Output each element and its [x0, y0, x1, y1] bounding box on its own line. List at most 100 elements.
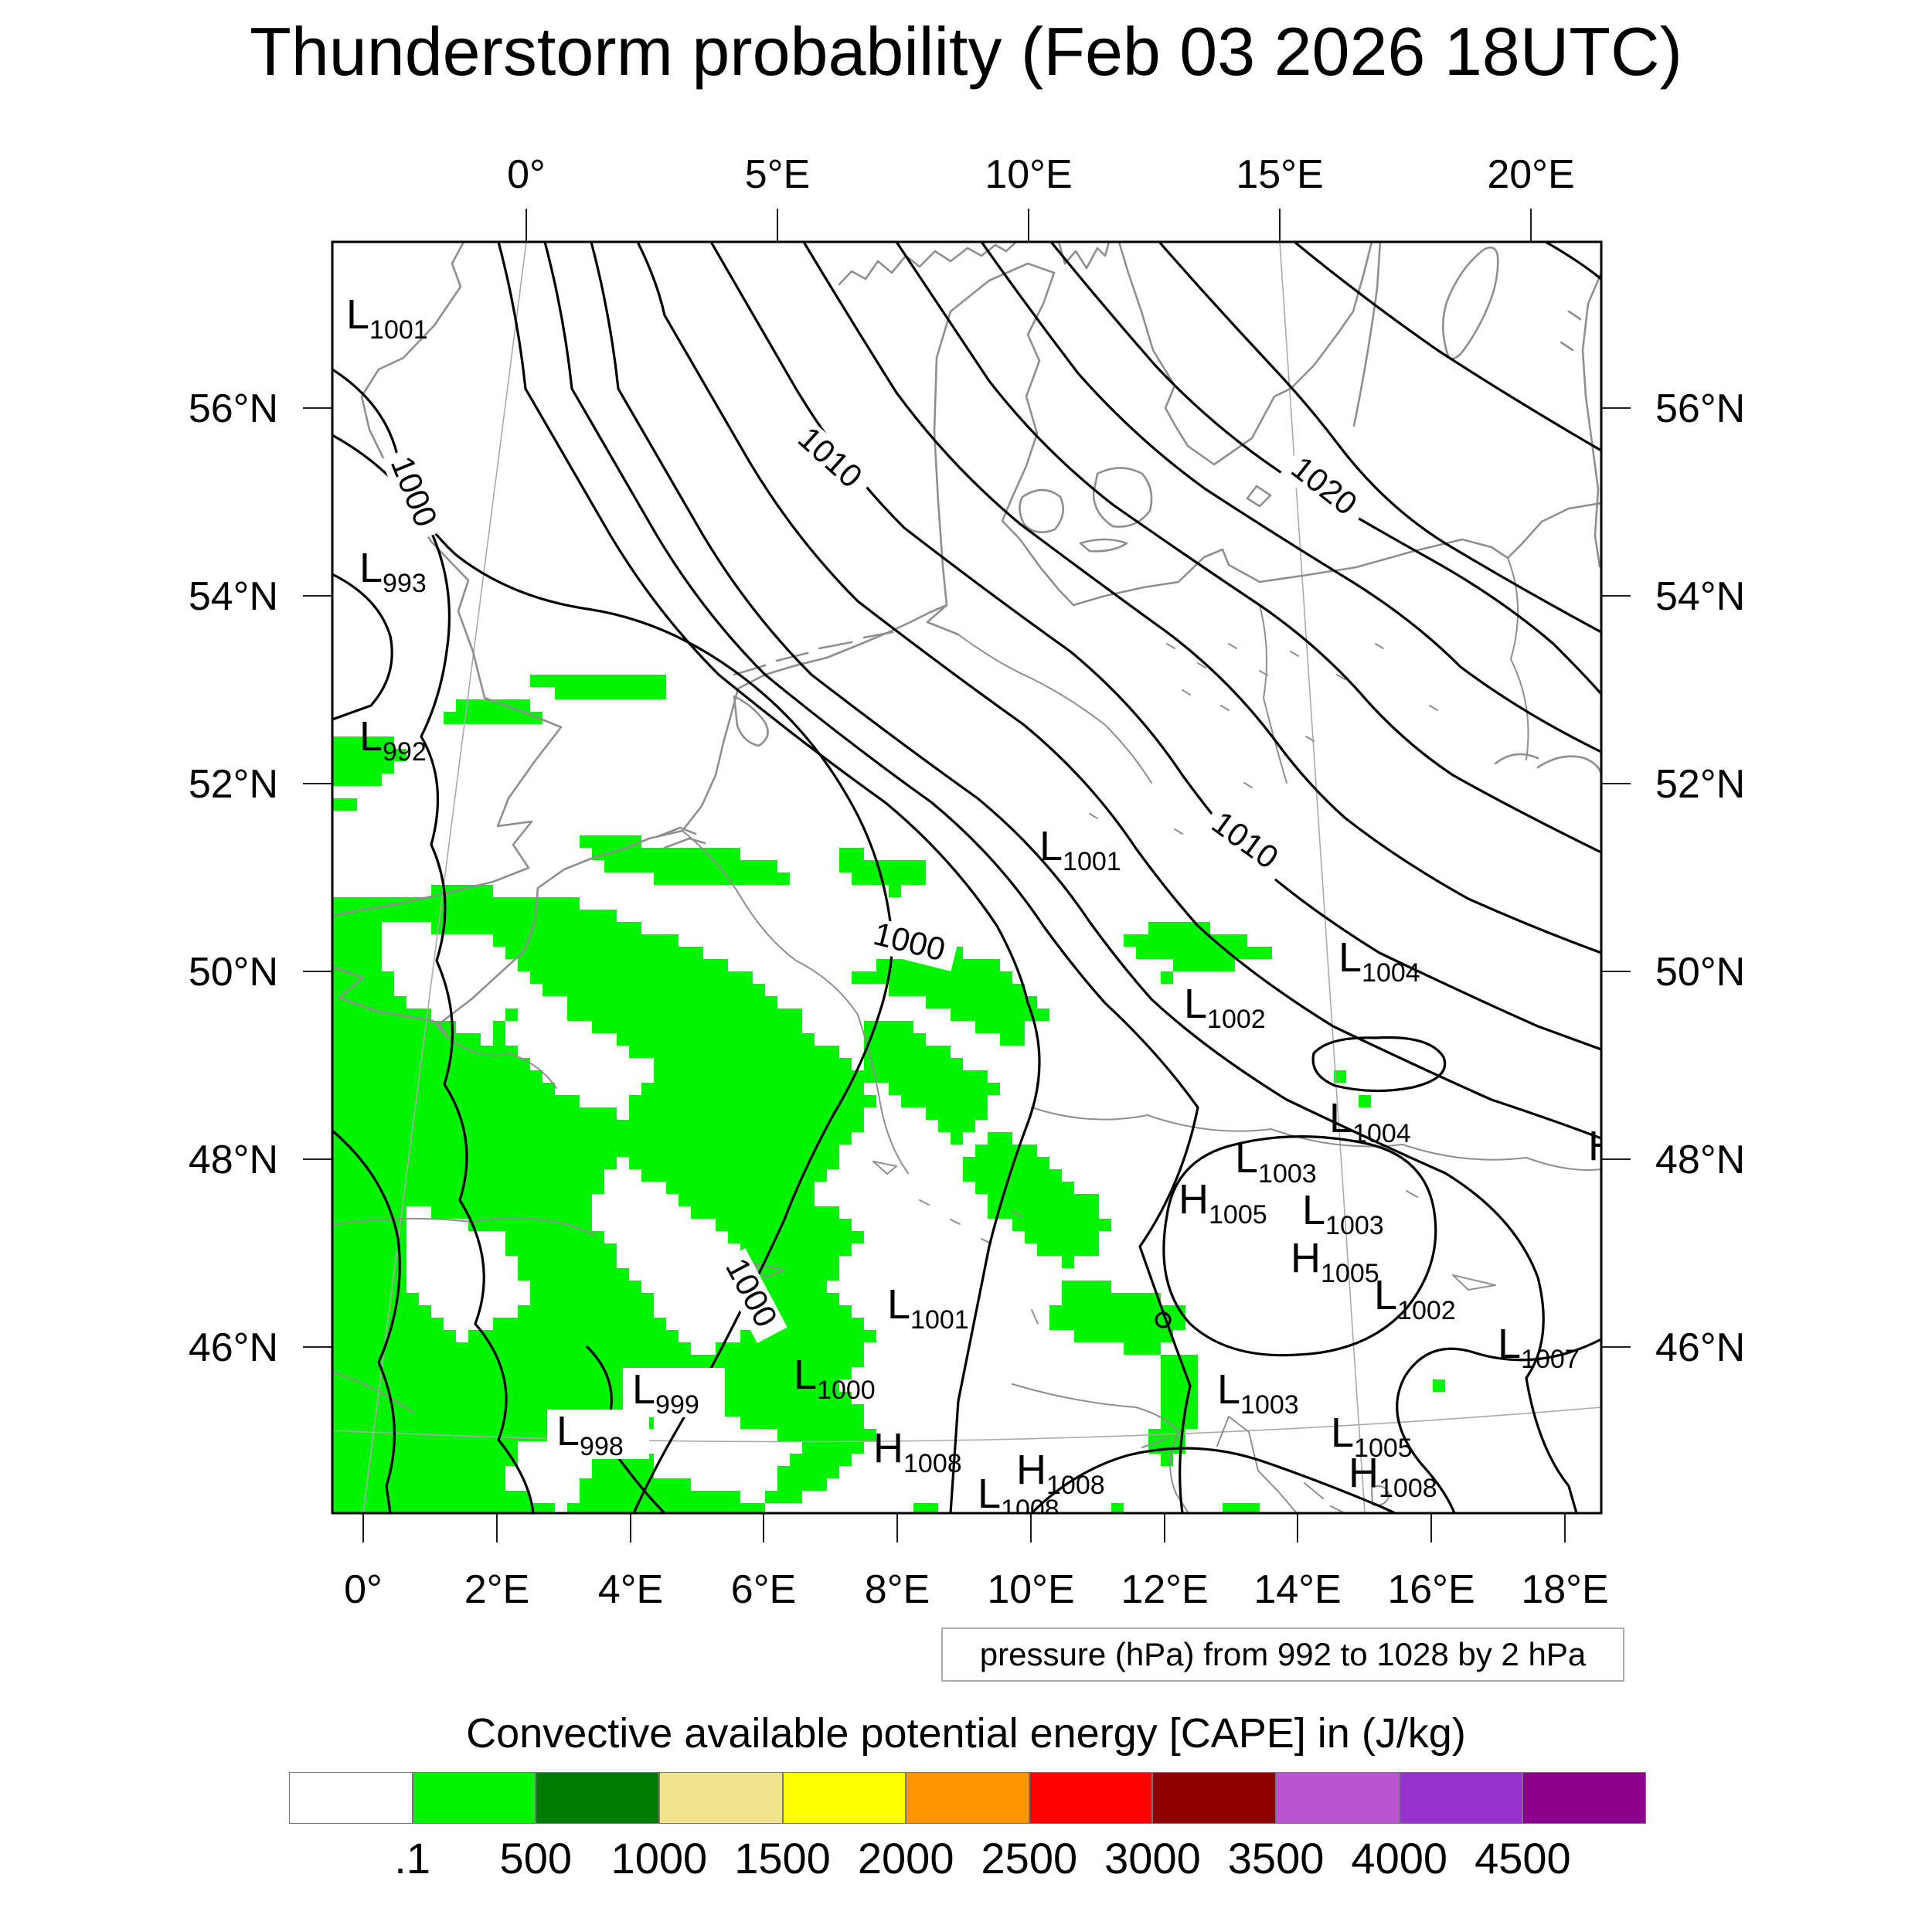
axis-label-left: 52°N	[189, 762, 278, 807]
colorbar-cell-1	[412, 1772, 536, 1824]
pressure-center-label: H1005	[1291, 1235, 1379, 1288]
axis-label-bottom: 14°E	[1253, 1567, 1341, 1612]
axis-label-left: 46°N	[189, 1325, 278, 1370]
axis-label-bottom: 2°E	[464, 1567, 529, 1612]
pressure-center-label: H	[1588, 1123, 1618, 1169]
pressure-center-label: H1008	[1016, 1447, 1105, 1500]
pressure-center-label: L1007	[1498, 1321, 1580, 1374]
page-title: Thunderstorm probability (Feb 03 2026 18…	[250, 13, 1682, 90]
colorbar-cell-4	[782, 1772, 906, 1824]
pressure-center-label: L1001	[346, 291, 428, 345]
axis-label-left: 50°N	[189, 950, 278, 995]
axis-label-top: 20°E	[1487, 152, 1574, 197]
pressure-center-label: L1002	[1374, 1272, 1456, 1325]
colorbar-cell-2	[536, 1772, 659, 1824]
axis-label-right: 56°N	[1655, 386, 1745, 431]
colorbar-tick-label: 1500	[734, 1834, 831, 1883]
pressure-center-label: L1001	[1039, 823, 1121, 876]
axis-label-left: 54°N	[189, 574, 278, 619]
axis-label-right: 48°N	[1655, 1138, 1745, 1182]
axis-label-bottom: 10°E	[987, 1567, 1074, 1612]
colorbar-title: Convective available potential energy [C…	[466, 1710, 1466, 1757]
axis-label-bottom: 18°E	[1521, 1567, 1608, 1612]
colorbar-cell-6	[1029, 1772, 1153, 1824]
pressure-contours	[332, 242, 1601, 1513]
axis-label-bottom: 8°E	[865, 1567, 930, 1612]
svg-text:1000: 1000	[384, 451, 445, 532]
cape-speck	[1334, 1070, 1346, 1083]
cape-region	[332, 736, 406, 786]
coastlines	[332, 242, 1601, 1513]
axis-label-bottom: 16°E	[1387, 1567, 1475, 1612]
axis-label-right: 50°N	[1655, 950, 1745, 995]
cape-region	[1223, 1503, 1272, 1513]
pressure-center-label: L1002	[1184, 981, 1266, 1034]
axis-label-left: 56°N	[189, 386, 278, 431]
cape-region	[332, 798, 369, 811]
cape-region	[864, 1021, 1000, 1145]
pressure-center-label: H1005	[1179, 1176, 1267, 1230]
cape-region	[1148, 1342, 1210, 1466]
pressure-center-box	[547, 1410, 649, 1459]
colorbar-tick-label: 2500	[981, 1834, 1078, 1883]
cape-shaded-regions	[332, 675, 1445, 1513]
axis-label-top: 10°E	[985, 152, 1072, 197]
cape-region	[1124, 922, 1272, 971]
axis-label-bottom: 12°E	[1121, 1567, 1208, 1612]
cape-region	[839, 848, 938, 897]
contour-value-label: 1010	[1199, 802, 1293, 883]
cape-speck	[1161, 971, 1173, 984]
contour-value-label: 1000	[380, 446, 446, 543]
cape-region	[332, 885, 876, 1513]
axis-label-top: 0°	[507, 152, 546, 197]
axis-label-right: 52°N	[1655, 762, 1745, 807]
axis-label-right: 54°N	[1655, 574, 1745, 619]
cape-region	[580, 835, 790, 885]
colorbar-tick-label: 500	[499, 1834, 572, 1883]
colorbar-tick-label: 1000	[611, 1834, 708, 1883]
pressure-center-label: L992	[359, 713, 427, 767]
cape-speck	[1111, 1503, 1124, 1513]
colorbar-cell-5	[906, 1772, 1029, 1824]
pressure-center-label: L999	[632, 1366, 699, 1420]
cape-region	[963, 1132, 1111, 1268]
colorbar-tick-label: .1	[394, 1834, 430, 1883]
contour-value-label: 1010	[786, 417, 876, 503]
cape-region	[852, 934, 1049, 1046]
pressure-center-label: L1004	[1338, 934, 1420, 988]
colorbar-tick-label: 3000	[1104, 1834, 1201, 1883]
pressure-caption: pressure (hPa) from 992 to 1028 by 2 hPa	[941, 1628, 1624, 1682]
colorbar-cell-10	[1522, 1772, 1647, 1824]
pressure-center-label: L1003	[1235, 1135, 1317, 1189]
cape-region	[1049, 1281, 1185, 1355]
colorbar-tick-label: 4500	[1475, 1834, 1571, 1883]
cape-region	[913, 1503, 951, 1513]
colorbar	[289, 1772, 1647, 1824]
map-frame	[331, 240, 1603, 1515]
pressure-center-label: L993	[359, 545, 427, 598]
colorbar-cell-3	[658, 1772, 783, 1824]
colorbar-cell-7	[1152, 1772, 1277, 1824]
colorbar-tick-label: 2000	[857, 1834, 954, 1883]
axis-label-top: 15°E	[1236, 152, 1323, 197]
colorbar-tick-label: 3500	[1227, 1834, 1325, 1883]
pressure-center-label: L1003	[1217, 1366, 1299, 1420]
contour-value-label: 1020	[1279, 447, 1372, 530]
pressure-center-label: L1001	[887, 1281, 969, 1335]
cape-speck	[1433, 1379, 1445, 1392]
colorbar-tick-label: 4000	[1351, 1834, 1448, 1883]
axis-label-bottom: 4°E	[598, 1567, 663, 1612]
axis-label-top: 5°E	[745, 152, 810, 197]
pressure-center-label: H1008	[873, 1425, 962, 1478]
axis-label-right: 46°N	[1655, 1325, 1745, 1370]
cape-region	[530, 675, 691, 699]
cape-speck	[1359, 1095, 1371, 1107]
axis-label-bottom: 0°	[344, 1567, 383, 1612]
cape-region	[444, 699, 555, 724]
colorbar-cell-8	[1276, 1772, 1400, 1824]
pressure-center-box	[623, 1368, 725, 1417]
colorbar-cell-9	[1399, 1772, 1523, 1824]
graticule-lines	[332, 242, 1601, 1513]
